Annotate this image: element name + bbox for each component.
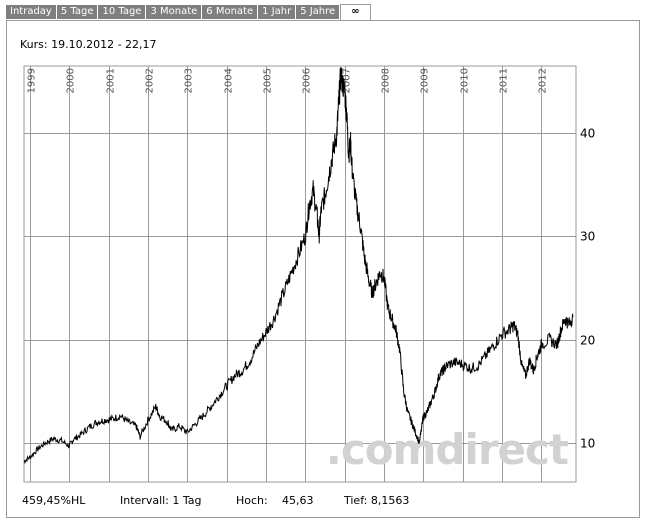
x-tick-label: 2006 xyxy=(302,68,313,93)
y-axis-ticks: 10 20 30 40 xyxy=(580,127,595,451)
price-line xyxy=(23,67,574,465)
chart-panel xyxy=(6,20,640,518)
timeframe-tabs: Intraday 5 Tage 10 Tage 3 Monate 6 Monate 1 J… xyxy=(6,4,371,20)
x-tick-label: 2011 xyxy=(499,68,510,93)
x-tick-label: 2002 xyxy=(145,68,156,93)
tab-1[interactable]: 5 Tage xyxy=(56,5,99,19)
low-label: Tief: 8,1563 xyxy=(344,494,410,507)
x-tick-label: 1999 xyxy=(27,68,38,93)
gridlines xyxy=(24,66,576,482)
current-price-label: Kurs: 19.10.2012 - 22,17 xyxy=(20,38,157,51)
y-tick-label: 20 xyxy=(580,334,595,348)
tab-4[interactable]: 6 Monate xyxy=(202,5,259,19)
interval-label: Intervall: 1 Tag xyxy=(120,494,202,507)
tab-6[interactable]: 5 Jahre xyxy=(296,5,341,19)
tab-7[interactable]: ∞ xyxy=(340,4,371,20)
x-tick-label: 2009 xyxy=(420,68,431,93)
x-axis-ticks: 1999 2000 2001 2002 2003 2004 2005 2006 2007 2008… xyxy=(27,68,549,93)
x-tick-label: 2010 xyxy=(460,68,471,93)
x-tick-label: 2005 xyxy=(263,68,274,93)
watermark-logo: .comdirect xyxy=(326,425,569,474)
y-tick-label: 30 xyxy=(580,230,595,244)
x-tick-label: 2008 xyxy=(381,68,392,93)
x-tick-label: 2004 xyxy=(224,68,235,93)
x-tick-label: 2012 xyxy=(538,68,549,93)
performance-value: 459,45%HL xyxy=(22,494,86,507)
tab-3[interactable]: 3 Monate xyxy=(146,5,203,19)
plot-area xyxy=(23,65,577,483)
y-tick-label: 10 xyxy=(580,437,595,451)
x-tick-label: 2003 xyxy=(184,68,195,93)
x-tick-label: 2000 xyxy=(66,68,77,93)
x-tick-label: 2007 xyxy=(342,68,353,93)
y-tick-label: 40 xyxy=(580,127,595,141)
tab-2[interactable]: 10 Tage xyxy=(98,5,147,19)
high-label: Hoch: xyxy=(236,494,268,507)
tab-5[interactable]: 1 Jahr xyxy=(258,5,297,19)
high-value: 45,63 xyxy=(282,494,314,507)
x-tick-label: 2001 xyxy=(106,68,117,93)
tab-0[interactable]: Intraday xyxy=(6,5,57,19)
